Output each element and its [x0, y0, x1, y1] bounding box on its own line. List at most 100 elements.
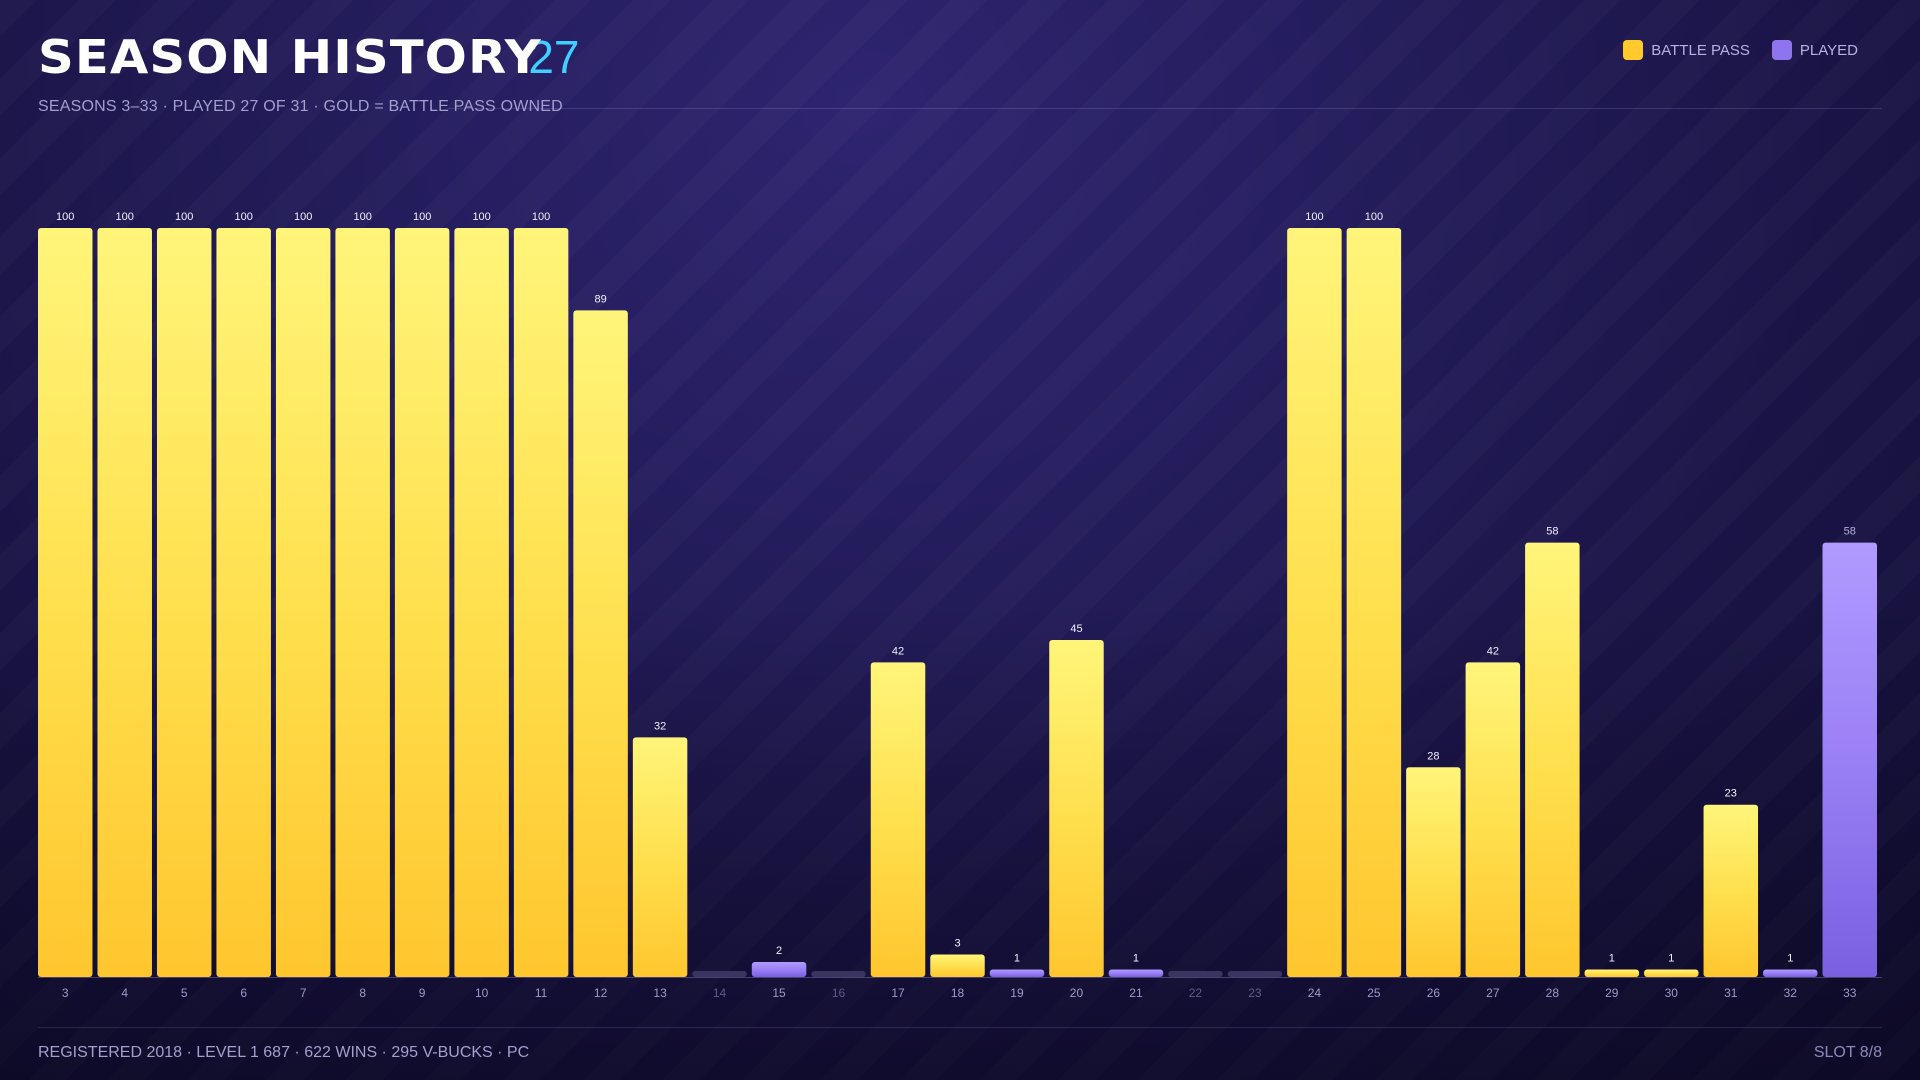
seasons-played-count: 27 [528, 31, 580, 83]
tick-label-season-32: 32 [1784, 986, 1798, 1000]
bar-season-26 [1406, 767, 1461, 977]
tick-label-season-12: 12 [594, 986, 608, 1000]
tick-label-season-11: 11 [535, 986, 548, 1000]
tick-label-season-22: 22 [1189, 986, 1203, 1000]
bar-season-18 [930, 954, 985, 977]
bar-season-31 [1703, 804, 1759, 977]
value-label-season-15: 2 [776, 945, 782, 957]
value-label-season-13: 32 [654, 720, 666, 732]
title-row: SEASON HISTORY 27 [38, 30, 580, 84]
tick-label-season-20: 20 [1070, 986, 1084, 1000]
footer-divider [38, 1027, 1882, 1028]
tick-label-season-25: 25 [1367, 986, 1381, 1000]
value-label-season-21: 1 [1133, 953, 1139, 965]
bar-season-8 [335, 228, 390, 977]
chart-legend: BATTLE PASS PLAYED [1601, 40, 1858, 60]
tick-label-season-23: 23 [1248, 986, 1262, 1000]
page-title: SEASON HISTORY [38, 30, 542, 84]
bar-season-25 [1346, 228, 1402, 977]
tick-label-season-3: 3 [62, 986, 69, 1000]
tick-label-season-10: 10 [475, 986, 489, 1000]
value-label-season-12: 89 [594, 293, 606, 305]
value-label-season-28: 58 [1546, 526, 1558, 538]
bar-season-16 [811, 971, 866, 977]
bar-season-10 [454, 228, 509, 977]
value-label-season-17: 42 [892, 645, 904, 657]
tick-label-season-24: 24 [1308, 986, 1322, 1000]
tick-label-season-29: 29 [1605, 986, 1619, 1000]
bar-season-20 [1049, 639, 1104, 977]
tick-label-season-26: 26 [1427, 986, 1441, 1000]
footer-slot: SLOT 8/8 [1813, 1044, 1882, 1061]
tick-label-season-8: 8 [359, 986, 366, 1000]
footer-account-info: REGISTERED 2018 · LEVEL 1 687 · 622 WINS… [38, 1044, 530, 1061]
bar-season-23 [1227, 971, 1283, 977]
tick-label-season-27: 27 [1486, 986, 1500, 1000]
bar-season-32 [1763, 969, 1818, 977]
value-label-season-32: 1 [1787, 953, 1793, 965]
bar-season-15 [751, 962, 807, 977]
value-label-season-27: 42 [1487, 645, 1499, 657]
bar-season-29 [1584, 969, 1640, 977]
value-label-season-33: 58 [1844, 526, 1856, 538]
tick-label-season-6: 6 [240, 986, 247, 1000]
tick-label-season-18: 18 [951, 986, 965, 1000]
value-label-season-18: 3 [954, 938, 960, 950]
value-label-season-8: 100 [353, 211, 371, 223]
value-label-season-3: 100 [56, 211, 74, 223]
bars-group [38, 228, 1877, 977]
value-label-season-20: 45 [1070, 623, 1082, 635]
bar-season-33 [1822, 542, 1877, 977]
value-label-season-25: 100 [1365, 211, 1383, 223]
bar-season-3 [38, 228, 93, 977]
bar-season-7 [275, 228, 331, 977]
bar-season-5 [156, 228, 212, 977]
tick-label-season-33: 33 [1843, 986, 1857, 1000]
tick-label-season-4: 4 [121, 986, 128, 1000]
tick-labels-group: 3 4 5 6 7 8 9 10 11 12 13 14 15 16 17 18 19 20 21 22 23 24 25 2… [62, 986, 1857, 1000]
bar-season-12 [573, 310, 628, 977]
bar-season-14 [692, 971, 747, 977]
tick-label-season-30: 30 [1665, 986, 1679, 1000]
value-label-season-26: 28 [1427, 750, 1439, 762]
tick-label-season-31: 31 [1724, 986, 1738, 1000]
bar-season-6 [216, 228, 271, 977]
value-label-season-11: 100 [532, 211, 550, 223]
legend-item-battle-pass: BATTLE PASS [1623, 40, 1750, 60]
bar-season-11 [513, 228, 569, 977]
tick-label-season-21: 21 [1129, 986, 1143, 1000]
value-label-season-4: 100 [116, 211, 134, 223]
value-label-season-30: 1 [1668, 953, 1674, 965]
page-subtitle: SEASONS 3–33 · PLAYED 27 OF 31 · GOLD = … [38, 98, 563, 115]
season-bar-chart: 100 100 100 100 100 100 100 100 1008932242314511… [38, 211, 1882, 1000]
bar-season-21 [1108, 969, 1164, 977]
value-labels-group: 100 100 100 100 100 100 100 100 100 89 32 2 42 3 1 45 1 1… [56, 211, 1856, 965]
value-label-season-19: 1 [1014, 953, 1020, 965]
bar-season-30 [1644, 969, 1699, 977]
tick-label-season-14: 14 [713, 986, 727, 1000]
bar-season-27 [1465, 662, 1521, 977]
value-label-season-31: 23 [1725, 788, 1737, 800]
bar-season-19 [989, 969, 1045, 977]
tick-label-season-13: 13 [653, 986, 667, 1000]
value-label-season-29: 1 [1609, 953, 1615, 965]
tick-label-season-16: 16 [832, 986, 846, 1000]
legend-label-battle-pass: BATTLE PASS [1651, 41, 1750, 59]
tick-label-season-28: 28 [1546, 986, 1560, 1000]
bar-season-13 [632, 737, 688, 977]
bar-season-28 [1525, 542, 1580, 977]
value-label-season-7: 100 [294, 211, 312, 223]
tick-label-season-17: 17 [891, 986, 905, 1000]
battle-pass-swatch [1623, 40, 1644, 60]
value-label-season-5: 100 [175, 211, 193, 223]
bar-season-17 [870, 662, 926, 977]
legend-label-played: PLAYED [1799, 41, 1858, 59]
header-divider [448, 108, 1882, 109]
value-label-season-9: 100 [413, 211, 431, 223]
tick-label-season-7: 7 [300, 986, 307, 1000]
value-label-season-24: 100 [1305, 211, 1323, 223]
value-label-season-10: 100 [472, 211, 490, 223]
bar-season-24 [1287, 228, 1342, 977]
legend-item-played: PLAYED [1771, 40, 1858, 60]
tick-label-season-15: 15 [772, 986, 786, 1000]
